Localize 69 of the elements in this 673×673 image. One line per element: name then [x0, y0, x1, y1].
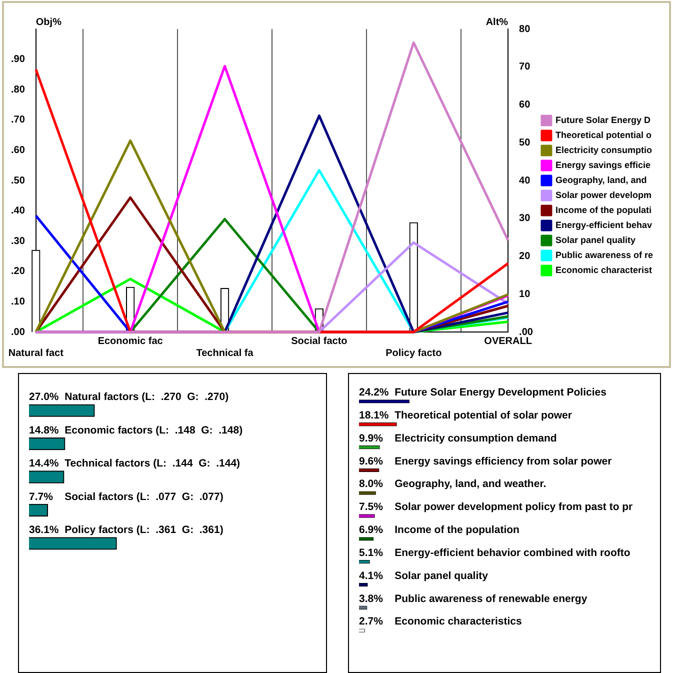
legend-label: Income of the populati: [555, 204, 652, 215]
y2-tick-label: 20: [519, 251, 531, 262]
y2-tick-label: 40: [519, 175, 531, 186]
data-label: 7.7%: [29, 490, 54, 503]
y2-tick-label: .00: [519, 326, 534, 338]
y-tick-label: .40: [10, 206, 26, 217]
x-tick-label: OVERALL: [484, 336, 532, 347]
x-tick-label: Social facto: [291, 336, 348, 347]
x-tick-label: Policy facto: [386, 348, 442, 359]
y-tick-label: Income of the population: [394, 524, 520, 536]
y2-axis-title: Alt%: [486, 16, 508, 28]
data-label: 4.1%: [359, 570, 384, 582]
legend-label: Energy savings efficie: [555, 160, 651, 170]
y2-tick-label: 30: [519, 213, 531, 224]
y-tick-label: .50: [10, 175, 26, 186]
y-tick-label: .20: [10, 266, 26, 278]
data-label: 5.1%: [359, 546, 384, 559]
y-tick-label: Economic characteristics: [394, 616, 522, 628]
data-label: 14.8%: [29, 424, 60, 436]
data-label: 14.4%: [29, 458, 60, 470]
legend-label: Solar power developm: [555, 190, 652, 200]
y-tick-label: Geography, land, and weather.: [394, 478, 546, 490]
legend-label: Geography, land, and: [555, 174, 647, 185]
y-tick-label: .30: [10, 236, 26, 247]
y-tick-label: Social factors (L: .077 G: .077): [64, 490, 224, 503]
data-label: 24.2%: [359, 386, 390, 399]
y-tick-label: Economic factors (L: .148 G: .148): [64, 424, 243, 436]
y-tick-label: Energy savings efficiency from solar power: [394, 455, 612, 468]
y-tick-label: .10: [10, 296, 26, 308]
data-label: 3.8%: [359, 592, 384, 605]
y-tick-label: Solar panel quality: [394, 570, 488, 582]
legend-label: Future Solar Energy D: [555, 114, 651, 125]
data-label: 27.0%: [29, 391, 60, 404]
y-tick-label: Future Solar Energy Development Policies: [394, 386, 607, 399]
data-label: 9.9%: [359, 432, 384, 444]
y-tick-label: Public awareness of renewable energy: [394, 592, 588, 605]
y-axis-title: Obj%: [36, 16, 62, 28]
y2-tick-label: 70: [519, 62, 531, 73]
data-label: 9.6%: [359, 455, 384, 468]
legend-label: Electricity consumptio: [555, 144, 652, 155]
y-tick-label: Policy factors (L: .361 G: .361): [64, 524, 224, 536]
data-label: 7.5%: [359, 501, 384, 514]
y-tick-label: .80: [10, 84, 26, 96]
data-label: 8.0%: [359, 478, 384, 490]
data-label: 6.9%: [359, 524, 384, 536]
y-tick-label: .70: [10, 114, 26, 126]
data-label: 18.1%: [359, 410, 390, 422]
legend-label: Economic characterist: [555, 264, 652, 275]
x-tick-label: Technical fa: [196, 348, 254, 359]
data-label: 2.7%: [359, 616, 384, 628]
y-tick-label: .00: [10, 326, 26, 338]
legend-label: Public awareness of re: [555, 250, 654, 260]
y2-tick-label: 10: [519, 288, 531, 300]
y-tick-label: Solar power development policy from past to pr: [394, 501, 633, 514]
legend-label: Theoretical potential o: [555, 130, 652, 140]
y-tick-label: Energy-efficient behavior combined with roofto: [394, 546, 630, 559]
x-tick-label: Natural fact: [8, 348, 64, 359]
legend-label: Energy-efficient behav: [555, 220, 652, 230]
y-tick-label: Electricity consumption demand: [394, 432, 557, 444]
x-tick-label: Economic fac: [98, 336, 164, 347]
y2-tick-label: 80: [519, 24, 531, 35]
y2-tick-label: 60: [519, 100, 531, 110]
data-label: 36.1%: [29, 524, 60, 536]
y2-tick-label: 50: [519, 137, 531, 148]
y-tick-label: Technical factors (L: .144 G: .144): [64, 458, 240, 470]
y-tick-label: Natural factors (L: .270 G: .270): [64, 391, 229, 404]
y-tick-label: .60: [10, 144, 26, 156]
y-tick-label: Theoretical potential of solar power: [394, 410, 572, 422]
y-tick-label: .90: [10, 54, 26, 66]
